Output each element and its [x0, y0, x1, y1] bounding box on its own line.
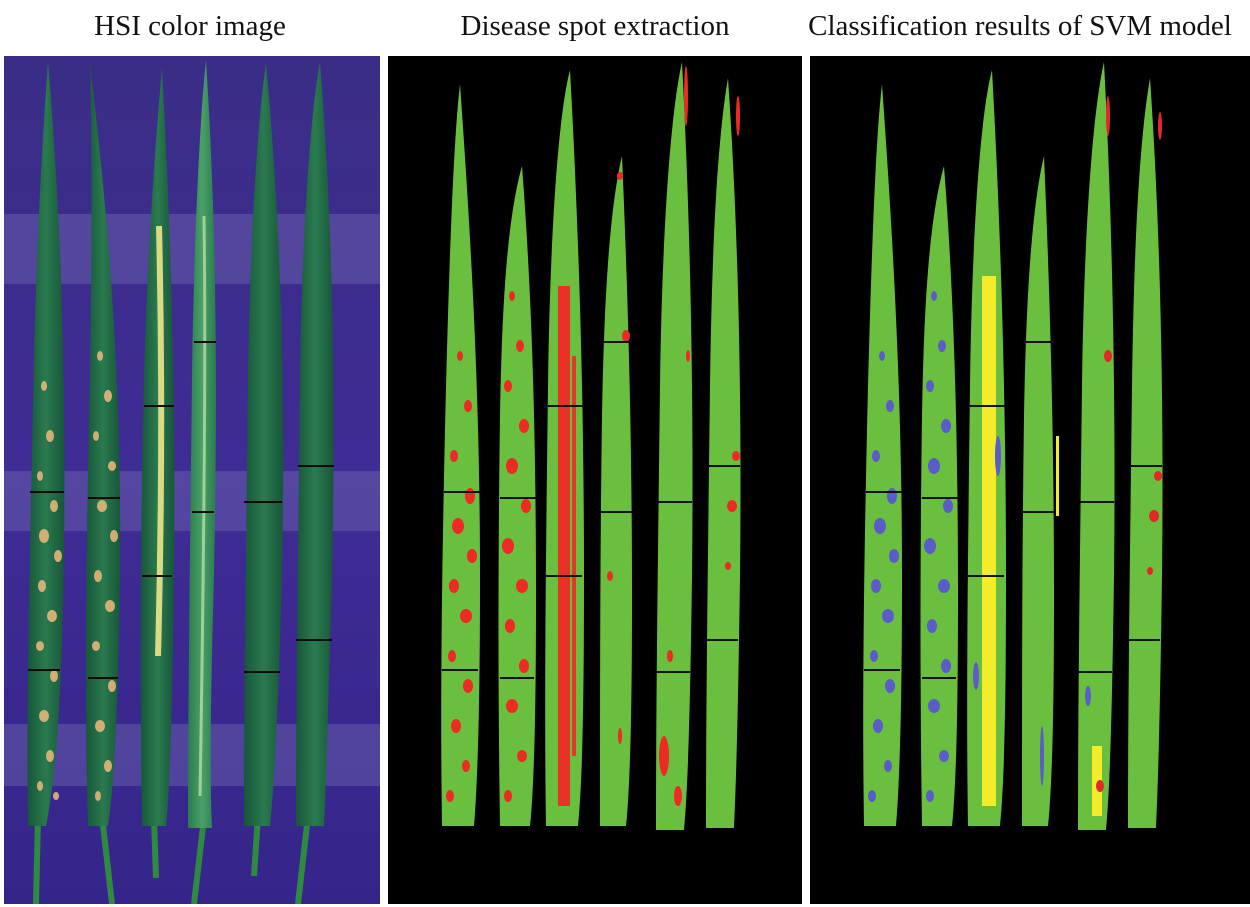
hsi-leaf: [188, 60, 216, 828]
disease-stripe: [558, 286, 570, 806]
classified-leaf: [1078, 62, 1115, 830]
hsi-leaf: [244, 64, 284, 826]
marker-lines: [864, 341, 1162, 679]
blue-class-spots: [868, 291, 1091, 802]
extracted-leaf: [441, 84, 480, 826]
hsi-color-image-panel: [4, 56, 380, 904]
hsi-color-image: [4, 56, 380, 904]
extracted-leaf: [656, 62, 693, 830]
hsi-lesions: [36, 351, 118, 801]
marker-lines: [28, 341, 334, 679]
light-stripe: [198, 215, 207, 797]
classified-leaf: [863, 84, 902, 826]
yellow-class-stripe: [1056, 436, 1059, 516]
hsi-leaf: [140, 68, 175, 826]
panel-title-svm: Classification results of SVM model: [808, 10, 1232, 42]
hsi-leaf: [27, 62, 65, 826]
panel-title-hsi: HSI color image: [94, 10, 286, 42]
yellow-stripe: [155, 225, 165, 657]
classified-leaves: [863, 62, 1163, 830]
extracted-leaf: [600, 156, 632, 826]
disease-spot-extraction-image: [388, 56, 802, 904]
disease-stripe: [572, 356, 576, 756]
classified-leaf: [1022, 156, 1054, 826]
marker-lines: [442, 341, 740, 679]
svm-classification-panel: [810, 56, 1250, 904]
yellow-class-stripe: [982, 276, 996, 806]
panel-title-extraction: Disease spot extraction: [460, 10, 730, 42]
svm-classification-image: [810, 56, 1250, 904]
red-class-spots: [1096, 96, 1162, 792]
hsi-leaves: [27, 60, 334, 828]
disease-spots: [446, 66, 740, 806]
hsi-leaf: [296, 62, 334, 826]
hsi-leaf: [85, 64, 121, 826]
disease-spot-extraction-panel: [388, 56, 802, 904]
yellow-class-stripe: [1092, 746, 1102, 816]
stems: [33, 815, 311, 904]
